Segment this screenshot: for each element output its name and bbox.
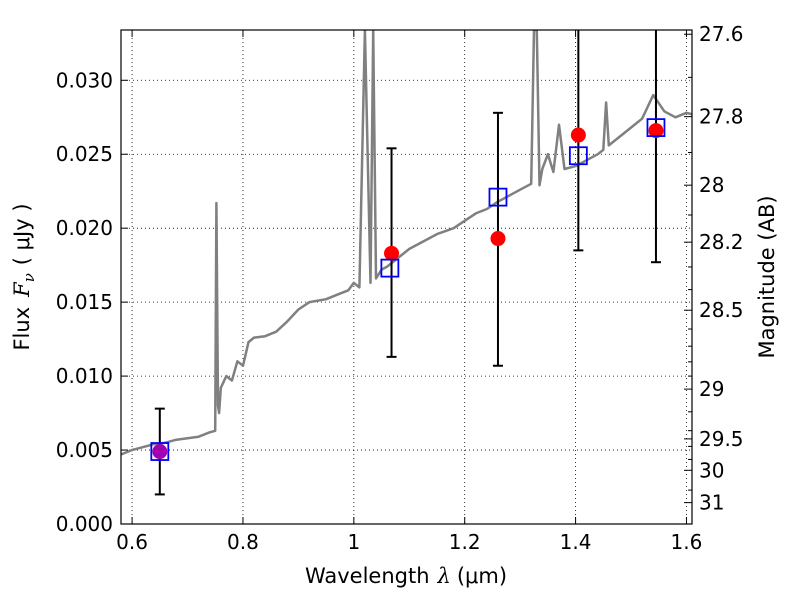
- y-tick-label: 0.015: [56, 290, 113, 314]
- x-tick-label: 0.8: [227, 530, 259, 554]
- y2-axis-label: Magnitude (AB): [755, 195, 779, 358]
- y2-tick-label: 31: [699, 491, 724, 515]
- y-tick-label: 0.005: [56, 438, 113, 462]
- y-tick-label: 0.030: [56, 68, 113, 92]
- y-axis-label-unit: ( μJy ): [10, 203, 34, 265]
- axes-layer: 0.6 0.8 1 1.2 1.4 1.6 0.000 0.005 0.010 0.015 0.02…: [56, 22, 744, 554]
- series-layer: [121, 30, 692, 496]
- y-axis-label-text: Flux: [10, 307, 34, 351]
- model-point: [380, 258, 400, 278]
- observed-point: [490, 231, 506, 247]
- y2-tick-label: 28: [699, 173, 724, 197]
- x-tick-label: 1.4: [560, 530, 592, 554]
- x-axis-label-text: Wavelength: [305, 564, 430, 588]
- y-axis-label-symbol: F: [10, 281, 34, 298]
- observed-point: [384, 245, 400, 261]
- y2-tick-label: 29: [699, 377, 724, 401]
- y-tick-label: 0.000: [56, 512, 113, 536]
- y-tick-label: 0.010: [56, 364, 113, 388]
- y2-tick-label: 29.5: [699, 427, 744, 451]
- x-tick-label: 1.2: [449, 530, 481, 554]
- x-tick-label: 1: [347, 530, 360, 554]
- y2-tick-label: 27.8: [699, 105, 744, 129]
- observed-point: [570, 127, 586, 143]
- x-axis-label: Wavelength λ (μm): [305, 564, 507, 588]
- model-point: [646, 118, 666, 138]
- sed-model-line: [121, 30, 692, 456]
- x-tick-label: 0.6: [116, 530, 148, 554]
- y-axis-label-subscript: ν: [20, 273, 38, 282]
- y-tick-label: 0.025: [56, 142, 113, 166]
- y2-tick-label: 30: [699, 458, 724, 482]
- x-axis-label-symbol: λ: [437, 564, 451, 588]
- observed-point: [152, 444, 168, 460]
- x-tick-label: 1.6: [671, 530, 703, 554]
- y2-tick-label: 28.5: [699, 298, 744, 322]
- y-tick-label: 0.020: [56, 216, 113, 240]
- observed-point: [648, 123, 664, 139]
- y-axis-label: Flux Fν ( μJy ): [10, 203, 38, 350]
- model-point: [488, 187, 508, 207]
- model-point: [568, 146, 588, 166]
- y2-tick-label: 28.2: [699, 230, 744, 254]
- x-axis-label-unit: (μm): [457, 564, 507, 588]
- model-point: [150, 442, 170, 461]
- y2-tick-label: 27.6: [699, 22, 744, 46]
- plot-frame: [120, 29, 693, 525]
